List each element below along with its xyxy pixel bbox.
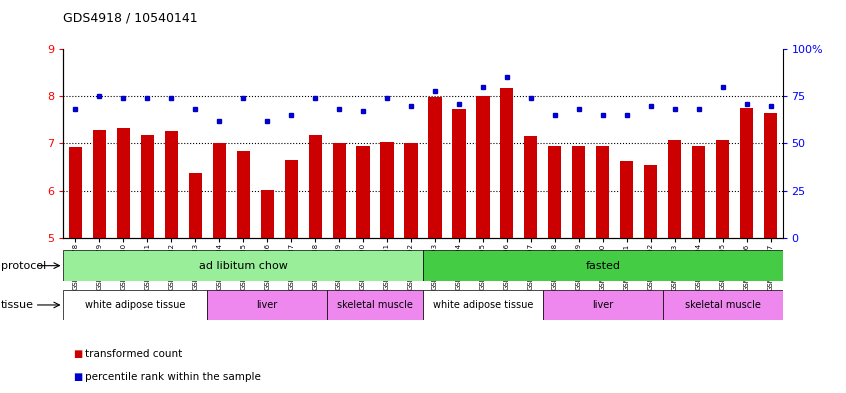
Bar [764, 113, 777, 238]
Text: transformed count: transformed count [85, 349, 182, 359]
Bar [117, 129, 130, 238]
Bar [356, 146, 370, 238]
Bar [261, 190, 274, 238]
Bar [740, 108, 753, 238]
Text: skeletal muscle: skeletal muscle [684, 300, 761, 310]
Bar [69, 147, 82, 238]
Bar [668, 140, 681, 238]
Text: liver: liver [256, 300, 277, 310]
Bar [140, 135, 154, 238]
Text: white adipose tissue: white adipose tissue [85, 300, 185, 310]
Bar [476, 96, 490, 238]
Bar [309, 135, 321, 238]
Bar [423, 250, 783, 281]
Bar [63, 250, 423, 281]
Bar [644, 165, 657, 238]
Bar [453, 110, 465, 238]
Bar [620, 162, 634, 238]
Text: tissue: tissue [1, 300, 34, 310]
Bar [572, 146, 585, 238]
Bar [165, 131, 178, 238]
Bar [207, 290, 327, 320]
Bar [500, 88, 514, 238]
Text: protocol: protocol [1, 261, 46, 271]
Bar [63, 290, 207, 320]
Bar [189, 173, 202, 238]
Bar [662, 290, 783, 320]
Text: white adipose tissue: white adipose tissue [433, 300, 533, 310]
Text: ■: ■ [74, 349, 83, 359]
Bar [543, 290, 662, 320]
Bar [381, 141, 393, 238]
Text: percentile rank within the sample: percentile rank within the sample [85, 372, 261, 382]
Bar [332, 143, 346, 238]
Bar [93, 130, 106, 238]
Bar [596, 146, 609, 238]
Bar [284, 160, 298, 238]
Bar [525, 136, 537, 238]
Bar [404, 143, 418, 238]
Bar [423, 290, 543, 320]
Text: ad libitum chow: ad libitum chow [199, 261, 288, 271]
Bar [428, 97, 442, 238]
Bar [692, 146, 706, 238]
Text: liver: liver [592, 300, 613, 310]
Bar [327, 290, 423, 320]
Bar [237, 151, 250, 238]
Text: fasted: fasted [585, 261, 620, 271]
Bar [716, 140, 729, 238]
Text: GDS4918 / 10540141: GDS4918 / 10540141 [63, 12, 198, 25]
Bar [548, 146, 562, 238]
Bar [212, 143, 226, 238]
Text: skeletal muscle: skeletal muscle [337, 300, 413, 310]
Text: ■: ■ [74, 372, 83, 382]
